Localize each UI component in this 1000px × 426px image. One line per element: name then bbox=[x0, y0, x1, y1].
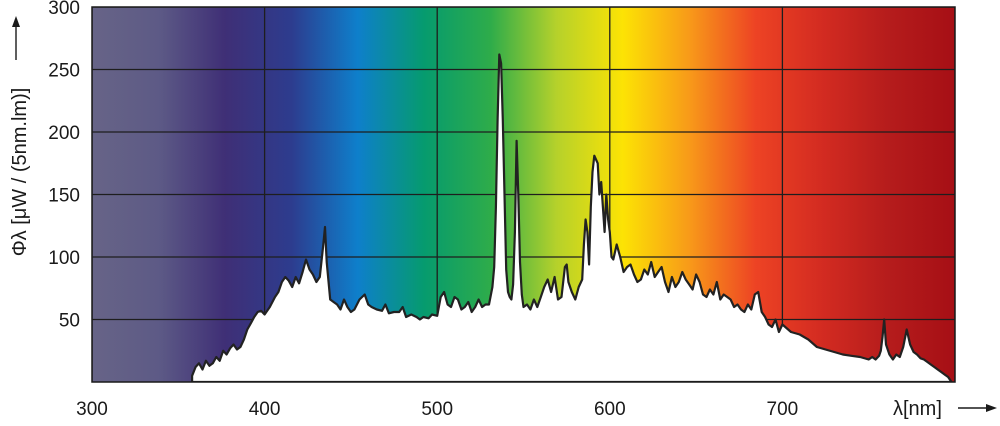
y-axis-title-group: Φλ [μW / (5nm.lm)] bbox=[9, 16, 31, 256]
x-tick-label: 700 bbox=[767, 399, 799, 420]
y-tick-label: 50 bbox=[59, 311, 80, 332]
x-tick-label: 600 bbox=[594, 399, 626, 420]
spectral-curve bbox=[191, 53, 953, 382]
x-axis-arrow-icon bbox=[986, 404, 997, 412]
y-axis-arrow-icon bbox=[12, 16, 20, 27]
x-tick-label: 400 bbox=[249, 399, 281, 420]
plot-frame bbox=[91, 6, 956, 383]
y-tick-label: 250 bbox=[48, 61, 80, 82]
x-tick-label: 500 bbox=[421, 399, 453, 420]
tick-labels: 300 400 500 600 700 50 100 150 200 250 300 bbox=[48, 0, 798, 420]
y-axis-label: Φλ [μW / (5nm.lm)] bbox=[9, 88, 31, 257]
y-tick-label: 150 bbox=[48, 186, 80, 207]
y-tick-label: 100 bbox=[48, 248, 80, 269]
x-tick-label: 300 bbox=[76, 399, 108, 420]
grid bbox=[92, 7, 955, 382]
x-axis-title-group: λ[nm] bbox=[893, 398, 997, 420]
y-tick-label: 200 bbox=[48, 123, 80, 144]
y-tick-label: 300 bbox=[48, 0, 80, 19]
x-axis-label: λ[nm] bbox=[893, 398, 942, 420]
